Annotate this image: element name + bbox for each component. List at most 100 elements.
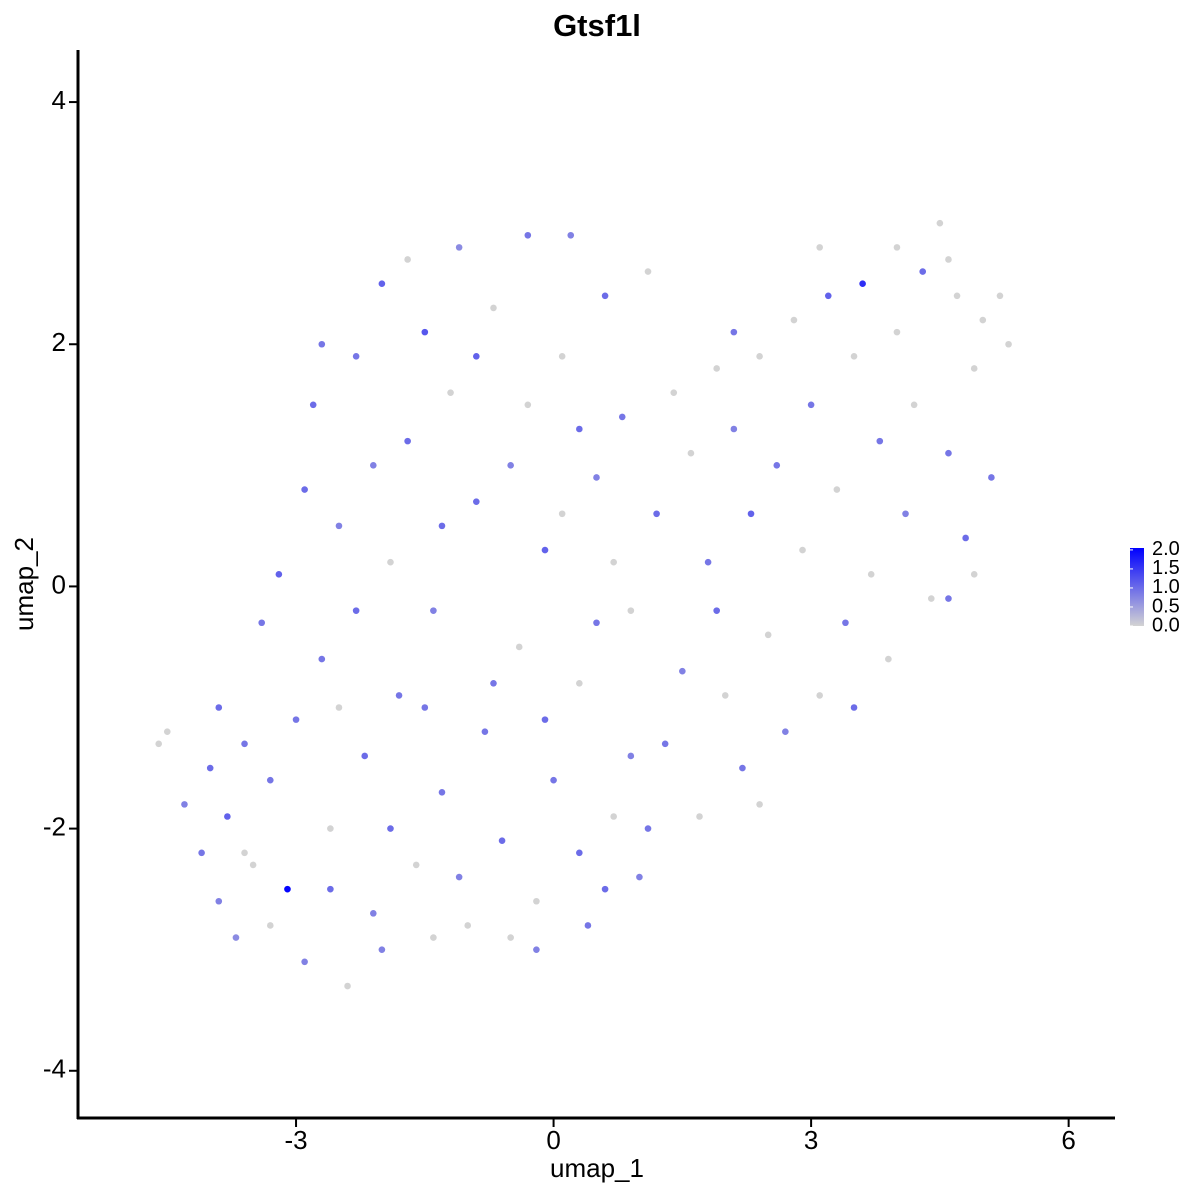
point	[498, 837, 506, 845]
y-tick-label: -4	[43, 1054, 66, 1084]
point	[335, 522, 343, 530]
point	[241, 740, 248, 748]
point	[412, 861, 420, 869]
point	[601, 885, 609, 893]
point	[327, 885, 334, 893]
point	[541, 546, 549, 554]
point	[893, 328, 901, 336]
point	[473, 498, 480, 505]
point	[670, 389, 678, 396]
point	[713, 607, 720, 614]
point	[550, 776, 557, 784]
point	[241, 849, 248, 857]
point	[704, 558, 712, 566]
point	[782, 728, 789, 736]
point	[584, 922, 592, 929]
point	[318, 340, 326, 348]
point	[335, 704, 343, 711]
point	[576, 679, 583, 687]
point	[507, 934, 514, 941]
chart-title: Gtsf1l	[553, 8, 641, 43]
point	[876, 437, 884, 445]
point	[558, 510, 566, 518]
point	[953, 292, 961, 300]
x-tick-label: 3	[804, 1125, 818, 1155]
point	[850, 353, 858, 360]
point	[988, 474, 995, 481]
point	[387, 558, 394, 566]
point	[618, 413, 626, 421]
point	[404, 256, 411, 263]
point	[962, 534, 969, 542]
point	[610, 558, 617, 566]
x-tick-label: -3	[284, 1125, 307, 1155]
x-tick-label: 0	[546, 1125, 560, 1155]
point	[473, 353, 480, 360]
point	[327, 825, 334, 832]
point	[679, 667, 686, 675]
point	[799, 546, 806, 554]
point	[155, 740, 162, 748]
point	[970, 365, 978, 372]
point	[404, 437, 411, 445]
point	[816, 692, 823, 699]
y-tick-label: -2	[43, 811, 66, 841]
point	[215, 704, 223, 711]
point	[232, 934, 240, 941]
colorbar-tick-label: 1.5	[1152, 557, 1180, 579]
point	[378, 946, 386, 953]
colorbar-tick-label: 0.0	[1152, 614, 1180, 636]
point	[258, 619, 266, 627]
point	[430, 934, 437, 941]
point	[438, 522, 446, 530]
y-tick-label: 2	[52, 327, 66, 357]
point	[361, 752, 369, 760]
point	[593, 474, 600, 481]
point	[644, 825, 652, 832]
point	[533, 897, 540, 905]
point	[292, 716, 300, 723]
point	[524, 231, 532, 239]
point	[696, 813, 703, 820]
point	[824, 292, 832, 300]
point	[636, 873, 643, 881]
point	[627, 752, 635, 760]
point	[318, 655, 326, 663]
point	[885, 655, 892, 663]
point	[249, 861, 257, 869]
point	[1005, 340, 1012, 348]
point	[653, 510, 660, 518]
point	[936, 219, 944, 227]
point	[455, 873, 463, 881]
x-axis-label: umap_1	[550, 1153, 644, 1183]
point	[507, 462, 514, 469]
point	[163, 728, 171, 736]
y-axis-label: umap_2	[9, 537, 39, 631]
point	[370, 462, 377, 469]
point	[945, 595, 952, 602]
point	[421, 328, 429, 336]
point	[833, 486, 841, 493]
point	[713, 365, 720, 372]
point	[344, 982, 351, 990]
x-tick-label: 6	[1061, 1125, 1075, 1155]
point	[945, 256, 952, 263]
point	[764, 631, 772, 639]
point	[387, 825, 394, 832]
point	[490, 679, 497, 687]
point	[842, 619, 849, 627]
point	[576, 849, 583, 857]
point	[807, 401, 815, 409]
point	[481, 728, 489, 736]
point	[970, 571, 978, 578]
point	[790, 316, 798, 324]
point	[266, 922, 274, 929]
point	[661, 740, 669, 748]
point	[558, 353, 566, 360]
point	[945, 449, 952, 457]
point	[721, 692, 729, 699]
point	[610, 813, 617, 820]
point	[893, 244, 901, 251]
point	[455, 244, 463, 251]
